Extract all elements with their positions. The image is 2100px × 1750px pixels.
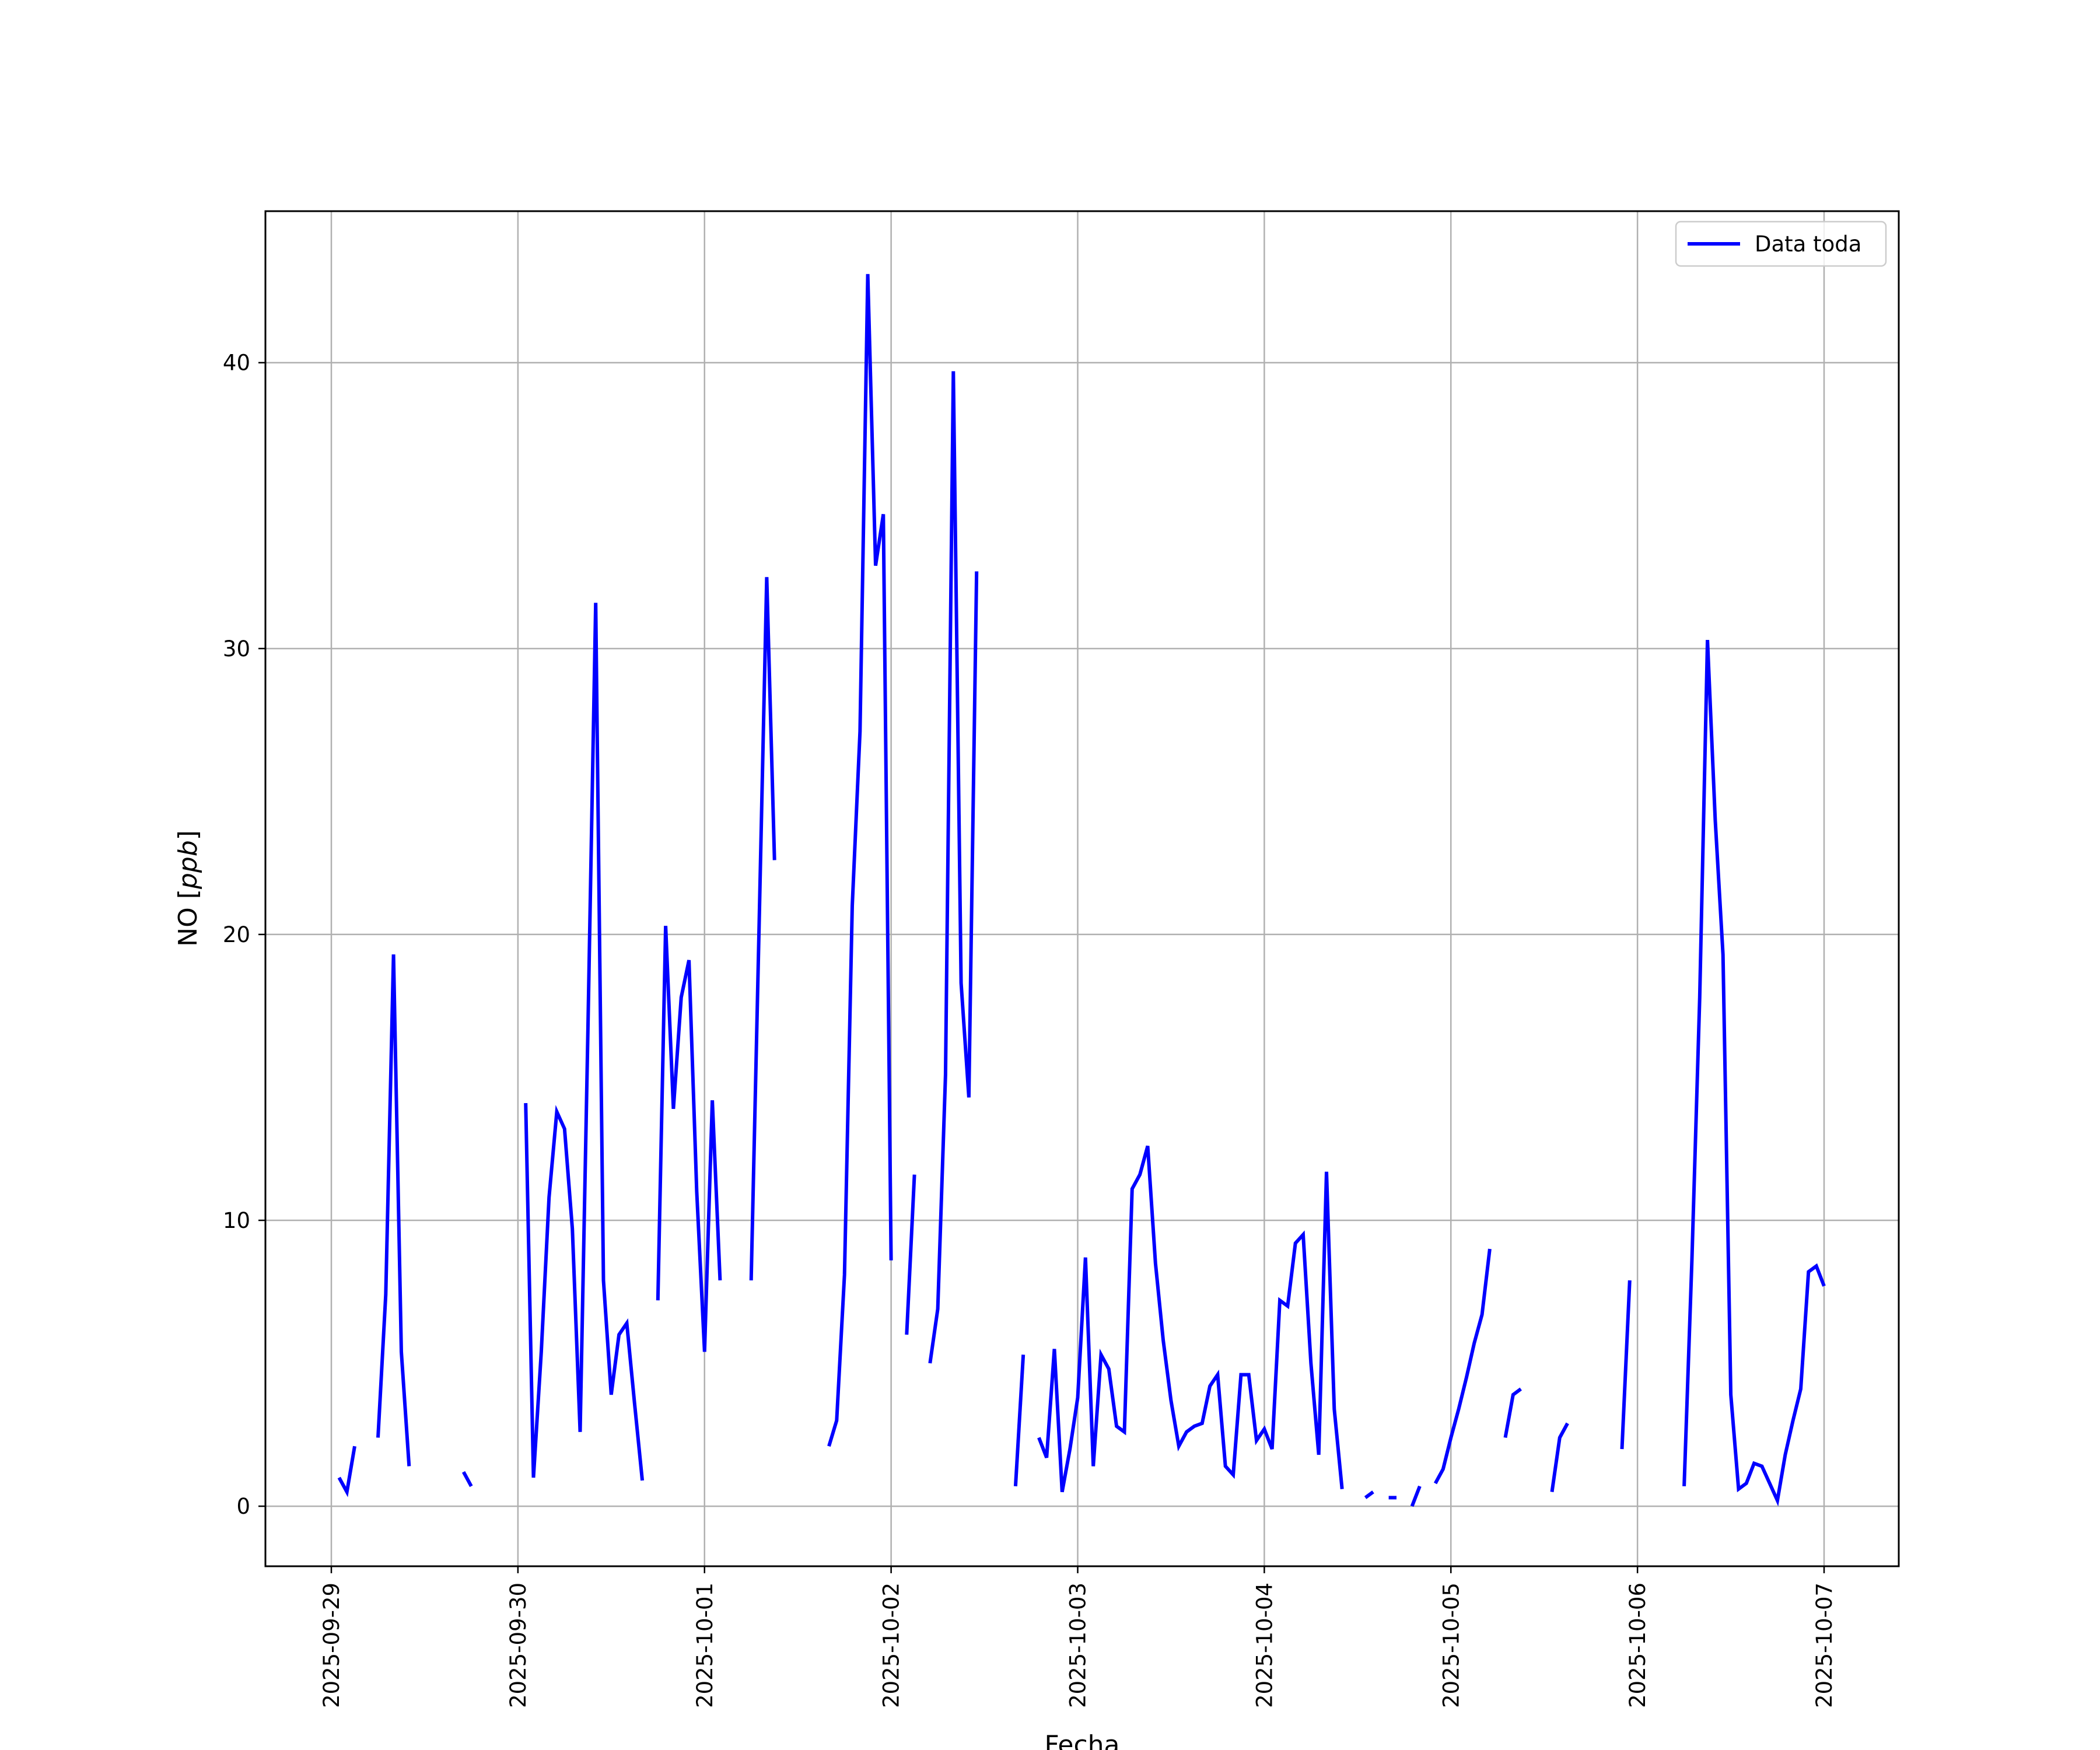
y-tick-label: 30 [223,636,250,662]
plot-frame [264,210,1900,1567]
series-line-data-toda [905,1174,916,1335]
series-line-data-toda [1620,1280,1632,1450]
series-line-data-toda [1410,1485,1422,1507]
y-tick-label: 40 [223,351,250,376]
series-line-data-toda [376,954,411,1466]
x-tick-label: 2025-09-29 [319,1583,344,1708]
x-tick-label: 2025-10-02 [879,1583,904,1708]
y-axis-title-prefix: NO [ [173,889,203,947]
y-tick-label: 10 [223,1208,250,1233]
y-axis-title-suffix: ] [173,830,203,840]
legend-box [1675,220,1887,267]
series-line-data-toda [524,603,645,1481]
series-line-data-toda [1550,1422,1569,1493]
x-axis: 2025-09-29 2025-09-30 2025-10-01 2025-10-02… [319,1566,1837,1708]
series-line-data-toda [1364,1490,1374,1499]
series-line-data-toda [1433,1248,1492,1485]
series-line-data-toda [749,577,776,1280]
series-line-data-toda [928,371,979,1364]
y-axis-title: NO [ppb] [173,830,203,947]
x-tick-label: 2025-09-30 [506,1583,531,1708]
x-axis-title: Fecha [1044,1730,1119,1750]
series-line-data-toda [827,274,893,1447]
series-layer [337,274,1826,1507]
y-tick-label: 20 [223,922,250,947]
series-line-data-toda [337,1446,356,1497]
x-tick-label: 2025-10-05 [1438,1583,1464,1708]
x-tick-label: 2025-10-01 [692,1583,718,1708]
series-line-data-toda [1503,1387,1522,1438]
y-axis-title-unit: ppb [173,840,203,890]
series-line-data-toda [656,926,722,1352]
series-line-data-toda [1682,639,1826,1507]
series-line-data-toda [1037,1145,1344,1493]
x-tick-label: 2025-10-07 [1812,1583,1837,1708]
x-tick-label: 2025-10-03 [1066,1583,1091,1708]
series-line-data-toda [1013,1354,1026,1486]
y-axis: 0 10 20 30 40 [223,351,265,1519]
x-tick-label: 2025-10-04 [1252,1583,1277,1708]
y-tick-label: 0 [236,1494,250,1519]
grid [265,211,1899,1566]
legend-label-data-toda: Data toda [1755,232,1861,257]
series-line-data-toda [461,1471,473,1488]
legend: Data toda [1675,220,1887,267]
x-tick-label: 2025-10-06 [1625,1583,1650,1708]
